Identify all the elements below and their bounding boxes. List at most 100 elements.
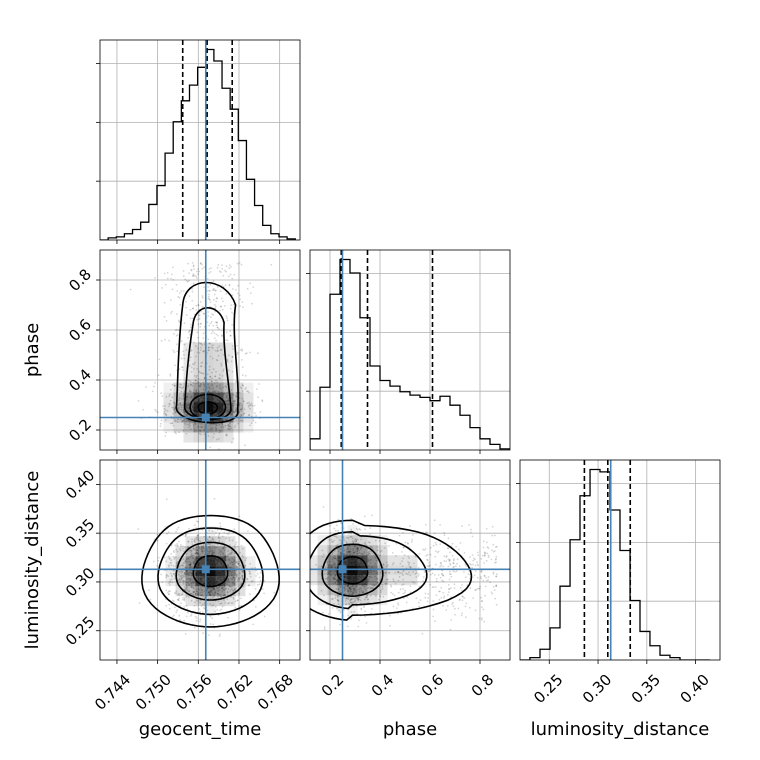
x-tick-label: 0.762: [213, 671, 256, 714]
sample-point: [163, 412, 165, 415]
sample-point: [195, 390, 198, 393]
sample-point: [487, 554, 490, 557]
sample-point: [418, 573, 420, 575]
sample-point: [356, 547, 359, 550]
sample-point: [238, 403, 241, 406]
sample-point: [244, 374, 247, 377]
sample-point: [208, 346, 210, 349]
density-cell: [397, 575, 408, 586]
sample-point: [241, 577, 244, 580]
sample-point: [337, 550, 340, 553]
sample-point: [263, 592, 265, 595]
sample-point: [235, 407, 238, 409]
density-cell: [317, 545, 328, 556]
sample-point: [356, 550, 359, 553]
sample-point: [222, 553, 224, 556]
sample-point: [323, 594, 325, 597]
sample-point: [382, 563, 385, 565]
sample-point: [172, 600, 175, 603]
sample-point: [211, 553, 213, 556]
density-cell: [205, 536, 216, 547]
sample-point: [408, 571, 410, 574]
sample-point: [235, 289, 237, 291]
sample-point: [229, 273, 232, 276]
sample-point: [142, 408, 145, 411]
sample-point: [474, 609, 477, 612]
sample-point: [217, 326, 219, 329]
sample-point: [263, 615, 266, 618]
sample-point: [336, 594, 339, 597]
sample-point: [234, 559, 236, 562]
sample-point: [237, 422, 240, 425]
sample-point: [332, 582, 335, 585]
sample-point: [449, 628, 452, 631]
sample-point: [355, 540, 357, 543]
density-cell: [225, 536, 236, 547]
sample-point: [222, 274, 225, 277]
sample-point: [346, 548, 348, 551]
sample-point: [326, 563, 329, 566]
sample-point: [189, 329, 191, 332]
sample-point: [404, 541, 407, 544]
sample-point: [349, 553, 351, 556]
sample-point: [170, 388, 172, 391]
sample-point: [183, 598, 186, 601]
sample-point: [195, 620, 198, 622]
sample-point: [449, 562, 451, 565]
sample-point: [190, 600, 193, 602]
sample-point: [347, 589, 349, 592]
sample-point: [231, 294, 234, 296]
sample-point: [212, 593, 214, 596]
sample-point: [207, 390, 210, 393]
sample-point: [231, 578, 234, 581]
sample-point: [332, 556, 334, 559]
sample-point: [209, 545, 212, 547]
sample-point: [472, 597, 474, 599]
sample-point: [208, 293, 210, 296]
density-cell: [223, 372, 234, 383]
sample-point: [451, 603, 454, 605]
sample-point: [230, 577, 233, 580]
sample-point: [129, 288, 132, 291]
sample-point: [348, 593, 351, 595]
sample-point: [168, 603, 171, 606]
sample-point: [183, 586, 186, 588]
sample-point: [259, 572, 262, 574]
histogram-step-line: [520, 468, 710, 660]
sample-point: [365, 596, 368, 599]
sample-point: [418, 553, 421, 555]
sample-point: [199, 382, 202, 385]
sample-point: [354, 589, 357, 592]
sample-point: [487, 556, 490, 558]
sample-point: [191, 552, 193, 555]
sample-point: [235, 395, 238, 398]
sample-point: [233, 399, 236, 402]
sample-point: [190, 586, 193, 588]
sample-point: [261, 588, 264, 590]
sample-point: [233, 588, 236, 591]
sample-point: [426, 559, 429, 562]
sample-point: [233, 556, 236, 559]
sample-point: [367, 598, 369, 601]
sample-point: [247, 530, 249, 532]
sample-point: [195, 599, 198, 602]
sample-point: [185, 604, 188, 607]
sample-point: [240, 566, 243, 568]
sample-point: [247, 414, 250, 416]
density-cell: [183, 402, 194, 413]
sample-point: [241, 407, 244, 409]
sample-point: [243, 412, 246, 415]
sample-point: [201, 296, 204, 299]
sample-point: [449, 573, 451, 575]
sample-point: [491, 525, 494, 528]
sample-point: [241, 571, 244, 574]
sample-point: [228, 602, 230, 604]
sample-point: [375, 577, 378, 580]
sample-point: [197, 588, 200, 590]
sample-point: [170, 564, 173, 567]
sample-point: [201, 594, 203, 596]
sample-point: [201, 425, 204, 428]
sample-point: [172, 279, 175, 281]
sample-point: [402, 531, 404, 534]
sample-point: [326, 561, 328, 564]
